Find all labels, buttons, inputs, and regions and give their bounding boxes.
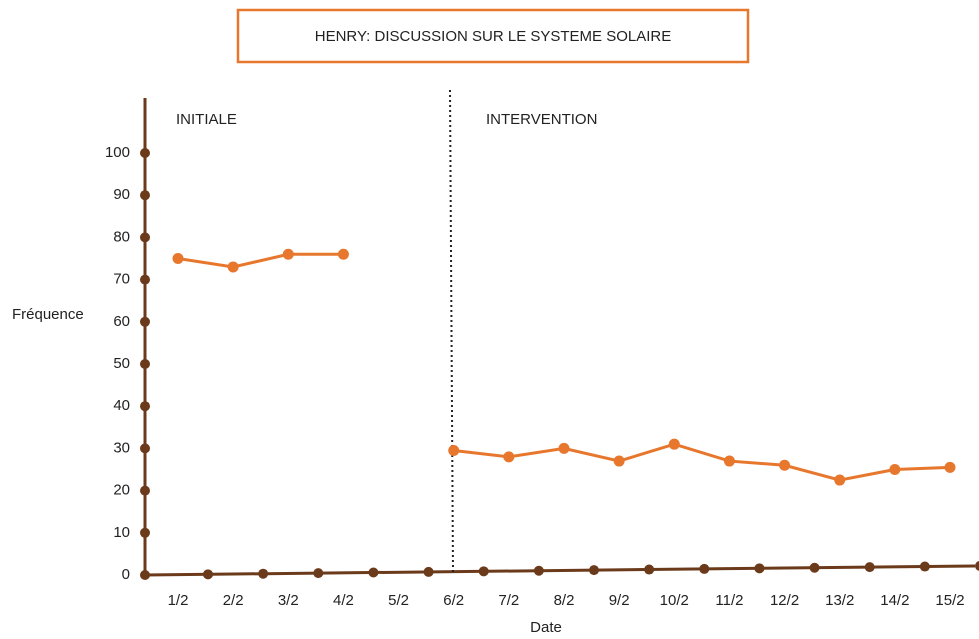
y-tick-label: 100 <box>105 144 130 161</box>
x-axis-dot <box>258 568 269 579</box>
x-tick-label: 14/2 <box>880 592 909 609</box>
data-point <box>503 451 515 463</box>
data-point <box>172 253 184 264</box>
data-point <box>944 461 956 473</box>
y-tick-dot <box>140 443 150 454</box>
x-tick-label: 9/2 <box>609 592 630 609</box>
x-axis-dot <box>589 565 599 576</box>
x-tick-label: 7/2 <box>498 592 519 609</box>
x-axis-dot <box>975 561 979 571</box>
y-tick-label: 80 <box>113 228 130 245</box>
data-point <box>448 445 460 457</box>
y-tick-dot <box>140 485 150 496</box>
x-tick-label: 8/2 <box>554 592 575 609</box>
y-tick-dot <box>140 527 150 538</box>
y-tick-label: 90 <box>113 186 130 203</box>
x-tick-label: 12/2 <box>770 592 799 609</box>
x-axis-dot <box>699 563 710 574</box>
x-axis-dot <box>423 566 434 577</box>
y-tick-dot <box>140 274 150 285</box>
x-axis <box>144 564 976 577</box>
x-axis-dot <box>919 561 930 572</box>
y-tick-dot <box>140 401 150 412</box>
y-axis-label: Fréquence <box>12 306 84 323</box>
data-point <box>723 455 735 467</box>
x-axis-label: Date <box>530 619 562 636</box>
phase-label: INITIALE <box>176 111 237 128</box>
x-tick-label: 11/2 <box>715 592 743 609</box>
data-line <box>453 442 951 482</box>
y-tick-label: 40 <box>113 397 130 414</box>
y-tick-dot <box>140 190 150 201</box>
y-tick-dot <box>140 148 150 158</box>
data-line <box>177 252 344 269</box>
y-tick-label: 50 <box>113 355 130 372</box>
y-tick-label: 10 <box>113 524 130 541</box>
x-tick-label: 13/2 <box>825 592 854 609</box>
phase-change-line <box>449 89 454 573</box>
x-tick-label: 4/2 <box>333 592 354 609</box>
y-tick-label: 60 <box>113 313 130 330</box>
y-tick-dot <box>140 232 150 243</box>
x-axis-dot <box>368 567 379 578</box>
data-point <box>834 474 846 486</box>
x-axis-dot <box>864 562 875 573</box>
data-point <box>337 248 349 260</box>
chart-title: HENRY: DISCUSSION SUR LE SYSTEME SOLAIRE <box>315 28 671 45</box>
y-tick-label: 0 <box>122 566 130 583</box>
phase-label: INTERVENTION <box>486 111 597 128</box>
x-tick-label: 3/2 <box>278 592 299 609</box>
data-point <box>779 459 791 471</box>
y-tick-dot <box>140 316 150 327</box>
y-tick-label: 30 <box>113 439 130 456</box>
x-axis-dot <box>313 568 324 579</box>
y-tick-label: 70 <box>113 271 130 288</box>
x-tick-label: 6/2 <box>443 592 464 609</box>
data-point <box>558 442 570 454</box>
data-point <box>668 438 680 450</box>
x-axis-dot <box>478 566 489 577</box>
x-tick-label: 2/2 <box>223 592 244 609</box>
y-tick-dot <box>140 359 150 369</box>
y-tick-label: 20 <box>113 482 130 499</box>
data-point <box>227 261 239 273</box>
x-axis-dot <box>644 564 655 575</box>
x-tick-label: 15/2 <box>935 592 964 609</box>
x-tick-label: 1/2 <box>168 592 189 609</box>
x-axis-dot <box>203 569 213 580</box>
x-tick-label: 5/2 <box>388 592 409 609</box>
x-tick-label: 10/2 <box>660 592 689 609</box>
x-axis-dot <box>754 563 765 574</box>
y-tick-dot <box>140 570 150 580</box>
x-axis-dot <box>533 565 544 576</box>
title-box <box>236 8 750 64</box>
data-point <box>282 248 294 260</box>
x-axis-dot <box>809 562 820 573</box>
data-point <box>613 455 625 467</box>
data-point <box>889 464 901 475</box>
